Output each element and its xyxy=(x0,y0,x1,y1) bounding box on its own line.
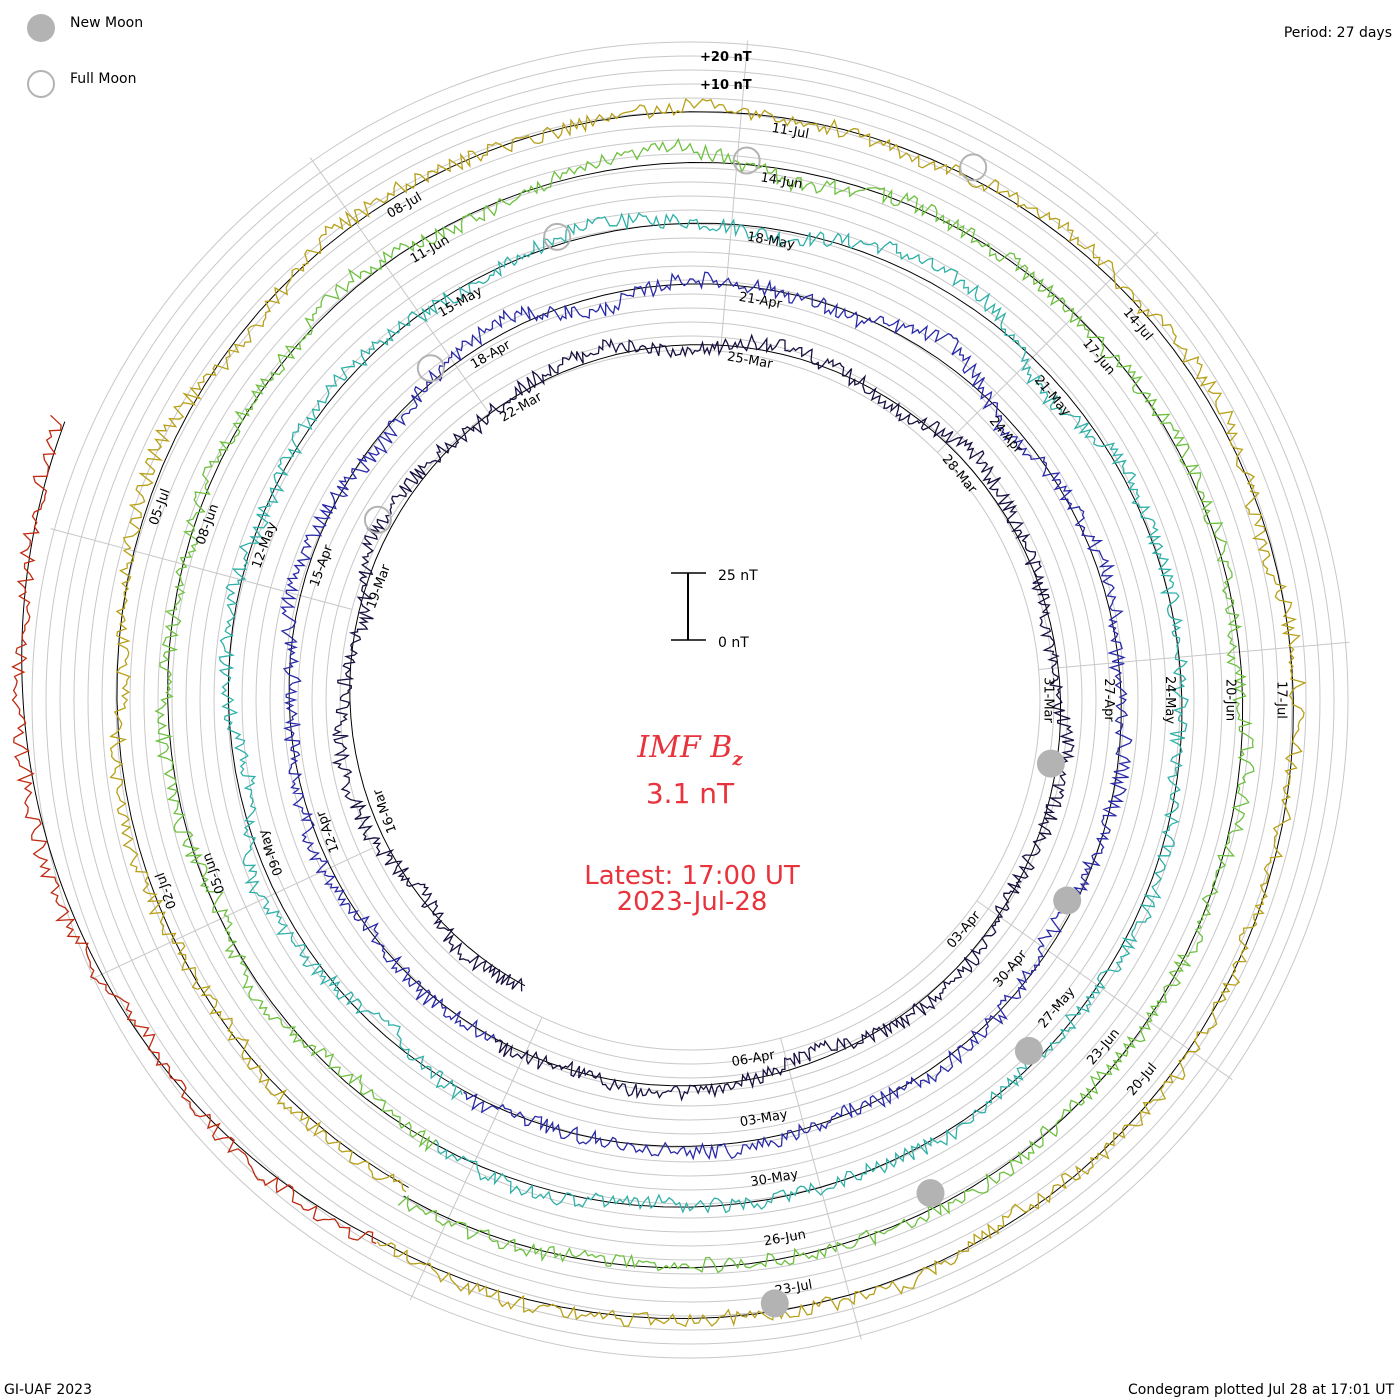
grid-ring xyxy=(297,307,1083,1093)
new-moon-marker xyxy=(1053,886,1082,915)
full-moon-marker xyxy=(416,354,445,383)
grid-ring xyxy=(143,153,1237,1247)
series-zero-line xyxy=(227,222,1183,1208)
grid-spoke xyxy=(409,1016,543,1301)
grid-spoke xyxy=(309,157,490,414)
latest-date: 2023-Jul-28 xyxy=(617,887,768,917)
series-line xyxy=(218,212,1189,1214)
date-tick-label: 16-Mar xyxy=(370,786,400,835)
grid-ring xyxy=(185,195,1195,1205)
date-tick-label: 05-Jun xyxy=(200,851,229,896)
grid-spoke xyxy=(1038,641,1350,670)
full-moon-marker xyxy=(959,153,988,182)
date-tick-label: 27-Apr xyxy=(1101,678,1116,722)
series-zero-line xyxy=(288,283,1122,1147)
date-tick-label: 24-Apr xyxy=(986,414,1026,457)
series-zero-line xyxy=(21,421,379,1241)
series-line xyxy=(11,414,377,1245)
new-moon-marker xyxy=(1014,1036,1043,1065)
date-tick-label: 26-Jun xyxy=(763,1227,807,1249)
grid-ring xyxy=(45,55,1335,1345)
scale-bar: 25 nT 0 nT xyxy=(671,568,758,651)
grid-spokes xyxy=(50,40,1350,1340)
grid-ring xyxy=(339,349,1041,1051)
grid-ring xyxy=(31,41,1349,1359)
period-label: Period: 27 days xyxy=(1284,25,1392,41)
grid-spoke xyxy=(976,900,1233,1081)
grid-ring xyxy=(59,69,1321,1331)
date-tick-label: 20-Jun xyxy=(1223,679,1238,721)
full-moon-legend-label: Full Moon xyxy=(70,71,136,87)
full-moon-marker xyxy=(543,222,572,251)
grid-spoke xyxy=(50,528,353,610)
new-moon-marker xyxy=(760,1289,789,1318)
chart-title: IMF Bz xyxy=(636,730,743,770)
date-tick-label: 06-Apr xyxy=(731,1048,777,1070)
series-zero-line xyxy=(116,111,1294,1320)
grid-ring xyxy=(129,139,1251,1261)
series-zero-line xyxy=(167,161,1244,1269)
date-tick-label: 20-Jul xyxy=(1125,1060,1161,1098)
chart-title-subscript: z xyxy=(731,749,743,770)
date-tick-label: 17-Jul xyxy=(1273,681,1288,719)
new-moon-legend-icon xyxy=(27,14,55,42)
date-tick-label: 30-May xyxy=(749,1167,799,1190)
new-moon-marker xyxy=(916,1179,945,1208)
series-line xyxy=(280,271,1133,1161)
date-tick-label: 25-Mar xyxy=(726,349,774,372)
date-tick-label: 30-Apr xyxy=(991,947,1031,990)
series-line xyxy=(109,97,1307,1328)
date-tick-label: 05-Jul xyxy=(147,487,174,528)
date-tick-label: 15-Apr xyxy=(307,542,336,589)
series-layer xyxy=(11,97,1307,1328)
new-moon-marker xyxy=(1036,749,1065,778)
latest-time: Latest: 17:00 UT xyxy=(584,861,800,891)
grid-ring xyxy=(283,293,1097,1107)
grid-ring xyxy=(199,209,1181,1191)
grid-ring xyxy=(255,265,1125,1135)
date-tick-label: 24-May xyxy=(1162,676,1177,724)
legend: New Moon Full Moon xyxy=(27,14,143,98)
zero-lines xyxy=(21,111,1294,1320)
date-tick-labels: 16-Mar19-Mar22-Mar25-Mar28-Mar31-Mar03-A… xyxy=(147,121,1289,1299)
grid-ring xyxy=(157,167,1223,1233)
full-moon-marker xyxy=(732,146,761,175)
series-line xyxy=(331,333,1075,1102)
date-tick-label: 31-Mar xyxy=(1041,677,1056,723)
new-moon-legend-label: New Moon xyxy=(70,15,143,31)
grid-spoke xyxy=(89,847,374,981)
series-line xyxy=(154,137,1255,1274)
date-tick-label: 18-Apr xyxy=(468,337,514,372)
date-tick-label: 18-May xyxy=(746,230,796,253)
scale-bar-top-label: 25 nT xyxy=(718,568,758,584)
date-tick-label: 21-Apr xyxy=(738,290,784,312)
date-tick-label: 12-Apr xyxy=(314,808,343,855)
grid-spoke xyxy=(780,1037,862,1340)
grid-spoke xyxy=(720,40,749,352)
grid-ring xyxy=(325,335,1055,1065)
date-tick-label: 28-Mar xyxy=(939,452,980,497)
grid-spoke xyxy=(937,231,1159,453)
grid-ring xyxy=(115,125,1265,1275)
footer-credit: GI-UAF 2023 xyxy=(4,1382,92,1398)
scale-bar-bottom-label: 0 nT xyxy=(718,635,749,651)
date-tick-label: 02-Jul xyxy=(153,870,180,911)
full-moon-marker xyxy=(363,505,392,534)
scale-label-plus20: +20 nT xyxy=(700,50,752,65)
date-tick-label: 11-Jun xyxy=(408,233,452,267)
grid-ring xyxy=(171,181,1209,1219)
date-tick-label: 14-Jun xyxy=(759,170,803,192)
current-value: 3.1 nT xyxy=(646,777,735,810)
grid-ring xyxy=(213,223,1167,1177)
full-moon-legend-icon xyxy=(27,70,55,98)
grid-ring xyxy=(241,251,1139,1149)
chart-title-main: IMF B xyxy=(636,730,732,765)
scale-label-plus10: +10 nT xyxy=(700,78,752,93)
date-tick-label: 11-Jul xyxy=(770,121,810,142)
moon-markers xyxy=(363,146,1082,1318)
date-tick-label: 03-May xyxy=(739,1107,789,1130)
grid-ring xyxy=(311,321,1069,1079)
footer-plot-time: Condegram plotted Jul 28 at 17:01 UT xyxy=(1128,1382,1394,1398)
